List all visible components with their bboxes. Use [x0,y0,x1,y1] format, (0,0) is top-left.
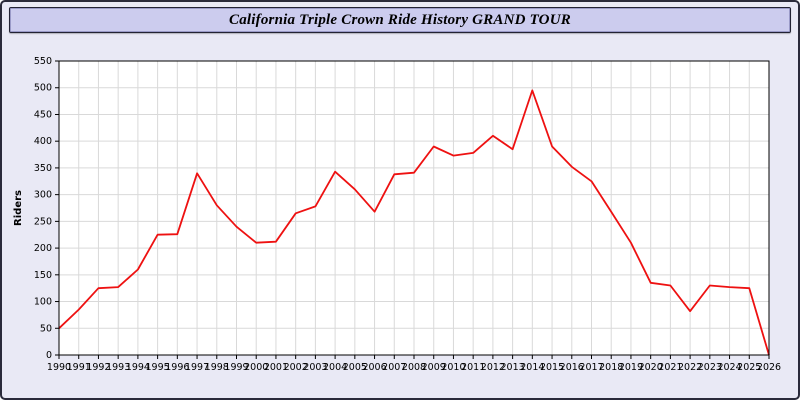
y-tick-label: 400 [34,136,52,147]
x-tick-label: 2015 [540,362,564,373]
chart-area: 0 50 100 150 200 250 300 350 400 450 500 550 1990 199… [9,47,795,397]
x-tick-label: 2010 [441,362,465,373]
x-axis: 1990199119921993199419951996199719981999… [47,355,781,373]
y-tick-label: 300 [34,190,52,201]
y-tick-label: 350 [34,163,52,174]
x-tick-label: 2018 [599,362,623,373]
x-tick-label: 1990 [47,362,71,373]
y-axis-title: Riders [13,190,24,226]
x-tick-label: 2001 [264,362,288,373]
x-tick-label: 2003 [303,362,327,373]
x-tick-label: 2026 [757,362,781,373]
y-tick-label: 500 [34,83,52,94]
x-tick-label: 2020 [639,362,663,373]
x-tick-label: 2005 [343,362,367,373]
x-tick-label: 2009 [422,362,446,373]
x-tick-label: 1996 [165,362,189,373]
x-tick-label: 2016 [560,362,584,373]
y-tick-label: 150 [34,270,52,281]
x-tick-label: 1995 [146,362,170,373]
x-tick-label: 2017 [579,362,603,373]
y-tick-label: 250 [34,216,52,227]
x-tick-label: 2019 [619,362,643,373]
x-tick-label: 2013 [501,362,525,373]
x-tick-label: 2025 [737,362,761,373]
x-tick-label: 2004 [323,362,347,373]
x-tick-label: 1991 [67,362,91,373]
riders-line-series [58,89,770,356]
y-axis: 0 50 100 150 200 250 300 350 400 450 500 550 [34,56,59,361]
x-tick-label: 2023 [698,362,722,373]
title-bar: California Triple Crown Ride History GRA… [9,7,791,33]
chart-title: California Triple Crown Ride History GRA… [229,11,571,28]
y-tick-label: 0 [46,350,52,361]
x-tick-label: 2006 [362,362,386,373]
y-tick-label: 100 [34,297,52,308]
x-tick-label: 1992 [86,362,110,373]
x-tick-label: 2007 [382,362,406,373]
x-tick-label: 2014 [520,362,544,373]
x-tick-label: 2000 [244,362,268,373]
x-tick-label: 1993 [106,362,130,373]
gridlines [58,60,770,356]
x-tick-label: 2012 [481,362,505,373]
x-tick-label: 2024 [717,362,741,373]
x-tick-label: 2011 [461,362,485,373]
x-tick-label: 2022 [678,362,702,373]
x-tick-label: 1998 [205,362,229,373]
x-tick-label: 2021 [658,362,682,373]
y-tick-label: 450 [34,109,52,120]
x-tick-label: 1997 [185,362,209,373]
y-tick-label: 200 [34,243,52,254]
x-tick-label: 2008 [402,362,426,373]
x-tick-label: 1999 [224,362,248,373]
x-tick-label: 2002 [284,362,308,373]
y-tick-label: 550 [34,56,52,67]
x-tick-label: 1994 [126,362,150,373]
line-chart: 0501001502002503003504004505005501990199… [13,56,781,373]
y-tick-label: 50 [40,323,52,334]
